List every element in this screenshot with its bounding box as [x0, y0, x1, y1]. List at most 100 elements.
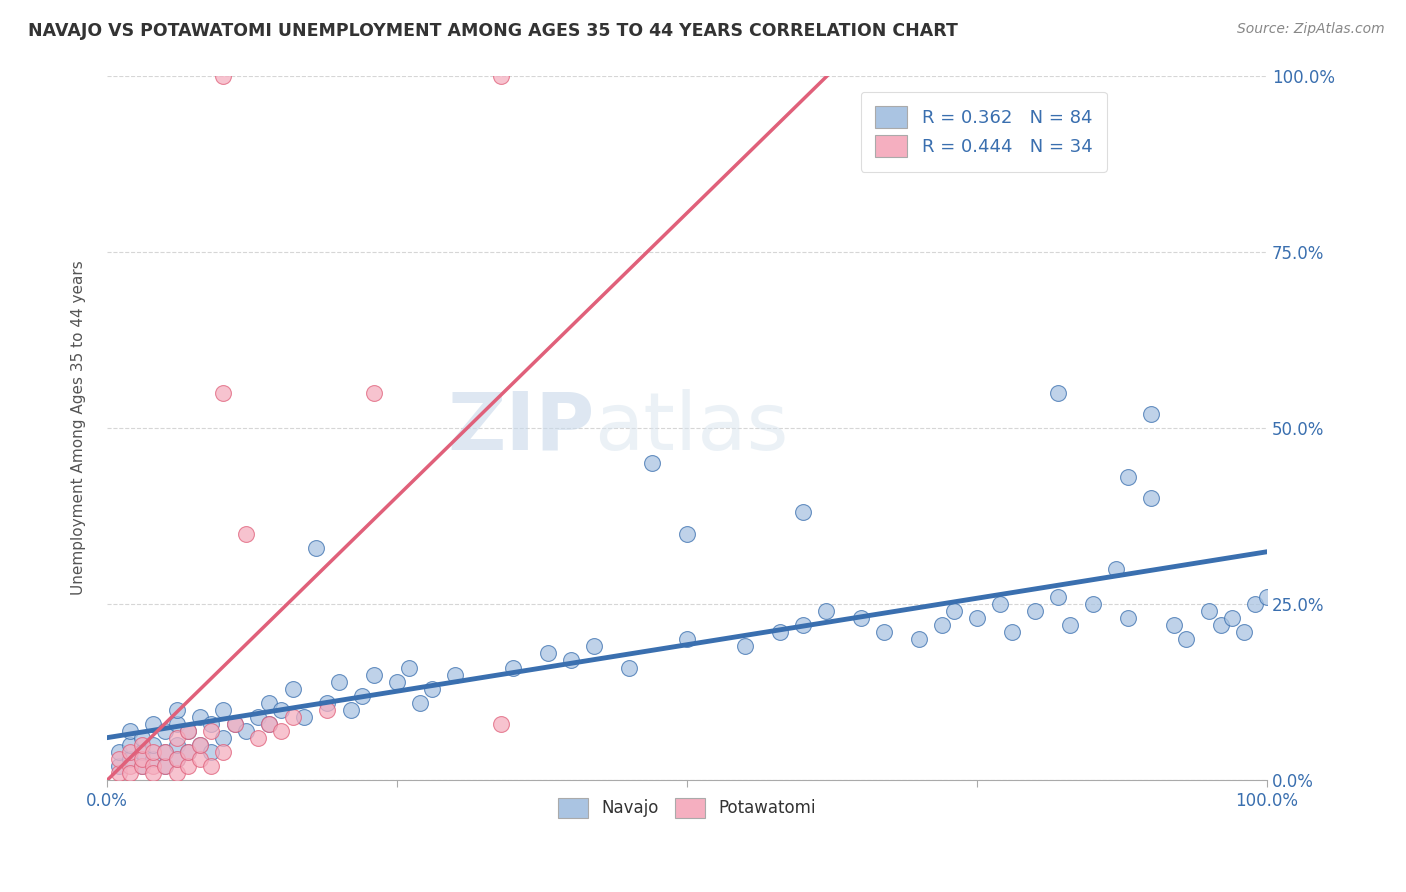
Point	[1047, 385, 1070, 400]
Point	[305, 541, 328, 555]
Point	[316, 696, 339, 710]
Point	[1140, 407, 1163, 421]
Point	[200, 745, 222, 759]
Point	[1081, 597, 1104, 611]
Point	[177, 759, 200, 773]
Point	[1209, 618, 1232, 632]
Point	[166, 703, 188, 717]
Point	[988, 597, 1011, 611]
Point	[409, 696, 432, 710]
Text: Source: ZipAtlas.com: Source: ZipAtlas.com	[1237, 22, 1385, 37]
Point	[224, 717, 246, 731]
Point	[1163, 618, 1185, 632]
Point	[1001, 625, 1024, 640]
Point	[316, 703, 339, 717]
Point	[131, 759, 153, 773]
Point	[120, 738, 142, 752]
Legend: Navajo, Potawatomi: Navajo, Potawatomi	[551, 791, 823, 825]
Point	[292, 710, 315, 724]
Point	[188, 710, 211, 724]
Point	[339, 703, 361, 717]
Point	[281, 710, 304, 724]
Point	[1174, 632, 1197, 647]
Point	[444, 667, 467, 681]
Point	[177, 723, 200, 738]
Point	[142, 752, 165, 766]
Point	[734, 640, 756, 654]
Point	[281, 681, 304, 696]
Point	[676, 632, 699, 647]
Point	[1116, 470, 1139, 484]
Point	[1233, 625, 1256, 640]
Point	[107, 766, 129, 780]
Point	[166, 766, 188, 780]
Point	[120, 723, 142, 738]
Point	[224, 717, 246, 731]
Point	[120, 745, 142, 759]
Point	[849, 611, 872, 625]
Point	[212, 703, 235, 717]
Point	[491, 717, 513, 731]
Point	[1244, 597, 1267, 611]
Point	[769, 625, 792, 640]
Point	[1116, 611, 1139, 625]
Point	[177, 745, 200, 759]
Point	[166, 752, 188, 766]
Point	[200, 717, 222, 731]
Point	[328, 674, 350, 689]
Point	[537, 647, 560, 661]
Point	[873, 625, 896, 640]
Point	[1105, 562, 1128, 576]
Point	[270, 703, 292, 717]
Point	[583, 640, 606, 654]
Point	[235, 723, 257, 738]
Point	[966, 611, 988, 625]
Point	[177, 745, 200, 759]
Point	[1198, 604, 1220, 618]
Point	[153, 723, 176, 738]
Point	[815, 604, 838, 618]
Point	[212, 745, 235, 759]
Point	[166, 717, 188, 731]
Point	[676, 526, 699, 541]
Point	[259, 696, 281, 710]
Point	[166, 738, 188, 752]
Point	[188, 738, 211, 752]
Point	[259, 717, 281, 731]
Point	[153, 759, 176, 773]
Point	[1059, 618, 1081, 632]
Point	[212, 731, 235, 745]
Point	[560, 653, 582, 667]
Point	[142, 738, 165, 752]
Point	[259, 717, 281, 731]
Point	[1220, 611, 1243, 625]
Point	[142, 759, 165, 773]
Point	[200, 723, 222, 738]
Point	[792, 506, 814, 520]
Point	[177, 723, 200, 738]
Point	[166, 731, 188, 745]
Y-axis label: Unemployment Among Ages 35 to 44 years: Unemployment Among Ages 35 to 44 years	[72, 260, 86, 595]
Point	[246, 710, 269, 724]
Point	[142, 766, 165, 780]
Point	[153, 759, 176, 773]
Point	[212, 69, 235, 83]
Point	[617, 660, 640, 674]
Point	[131, 752, 153, 766]
Point	[166, 752, 188, 766]
Point	[131, 738, 153, 752]
Point	[131, 731, 153, 745]
Point	[235, 526, 257, 541]
Point	[270, 723, 292, 738]
Point	[142, 717, 165, 731]
Point	[212, 385, 235, 400]
Point	[641, 456, 664, 470]
Point	[153, 745, 176, 759]
Text: NAVAJO VS POTAWATOMI UNEMPLOYMENT AMONG AGES 35 TO 44 YEARS CORRELATION CHART: NAVAJO VS POTAWATOMI UNEMPLOYMENT AMONG …	[28, 22, 957, 40]
Point	[120, 752, 142, 766]
Point	[363, 385, 385, 400]
Point	[942, 604, 965, 618]
Point	[352, 689, 374, 703]
Point	[120, 759, 142, 773]
Point	[120, 766, 142, 780]
